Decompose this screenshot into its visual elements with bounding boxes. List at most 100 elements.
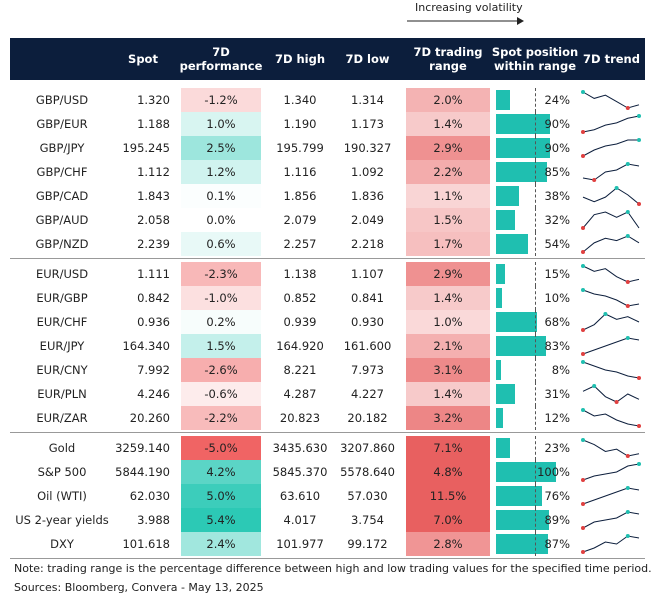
cell: -1.2% xyxy=(181,88,261,112)
trend-dot xyxy=(637,138,641,142)
trend-line xyxy=(582,511,640,529)
cell: 7.973 xyxy=(351,363,384,377)
trend-dot xyxy=(581,526,585,530)
cell: 7.0% xyxy=(406,508,490,532)
sparkline xyxy=(581,510,640,530)
column-header: 7D performance xyxy=(179,45,263,73)
sparkline xyxy=(582,162,640,182)
trend-line xyxy=(582,463,640,481)
row-label: EUR/JPY xyxy=(39,339,85,353)
cell: 15% xyxy=(544,267,570,281)
midpoint-line xyxy=(535,262,536,286)
cell: 63.610 xyxy=(279,489,321,503)
cell: -2.3% xyxy=(181,262,261,286)
cell: 2.8% xyxy=(406,532,490,556)
position-bar xyxy=(496,186,519,206)
row-label: EUR/ZAR xyxy=(36,411,88,425)
trend-dot xyxy=(581,550,585,554)
column-header: 7D low xyxy=(345,52,390,66)
cell: 1.5% xyxy=(406,208,490,232)
position-bar xyxy=(496,384,515,404)
cell: 0.852 xyxy=(283,291,317,305)
cell: 24% xyxy=(544,93,570,107)
position-bar xyxy=(496,462,556,482)
header-band xyxy=(10,38,645,80)
cell: 23% xyxy=(544,441,570,455)
trend-dot xyxy=(625,454,630,458)
row-label: EUR/USD xyxy=(35,267,89,281)
cell: 32% xyxy=(544,213,570,227)
row-label: EUR/GBP xyxy=(36,291,88,305)
cell: 2.4% xyxy=(181,532,261,556)
cell: 0.6% xyxy=(181,232,261,256)
trend-dot xyxy=(637,202,641,206)
cell: 76% xyxy=(544,489,570,503)
position-bar xyxy=(496,138,550,158)
sparkline xyxy=(581,264,640,284)
trend-dot xyxy=(581,328,585,332)
cell: 20.260 xyxy=(129,411,170,425)
trend-line xyxy=(582,289,640,307)
cell: 1.856 xyxy=(283,189,317,203)
trend-dot xyxy=(581,90,585,94)
midpoint-line xyxy=(535,382,536,406)
midpoint-line xyxy=(535,286,536,310)
cell: 1.116 xyxy=(283,165,317,179)
column-header: 7D trading range xyxy=(413,45,483,73)
position-bar xyxy=(496,162,547,182)
cell: 1.314 xyxy=(351,93,384,107)
trend-dot xyxy=(614,400,619,404)
cell: 5844.190 xyxy=(115,465,170,479)
midpoint-line xyxy=(535,112,536,136)
trend-line xyxy=(582,91,640,109)
position-bar xyxy=(496,360,501,380)
cell: 85% xyxy=(544,165,570,179)
cell: 3207.860 xyxy=(340,441,395,455)
position-bar xyxy=(496,438,510,458)
cell: 90% xyxy=(544,117,570,131)
cell: 1.5% xyxy=(181,334,261,358)
cell: 161.600 xyxy=(343,339,392,353)
row-label: EUR/CHF xyxy=(36,315,88,329)
cell: 4.2% xyxy=(181,460,261,484)
trend-dot xyxy=(581,130,585,134)
cell: -1.0% xyxy=(181,286,261,310)
trend-dot xyxy=(625,234,630,238)
trend-dot xyxy=(603,312,608,316)
sparkline xyxy=(581,336,640,356)
cell: 164.340 xyxy=(122,339,170,353)
cell: 2.049 xyxy=(351,213,384,227)
midpoint-line xyxy=(535,358,536,382)
trend-dot xyxy=(625,162,630,166)
trend-line xyxy=(582,439,640,457)
cell: 1.4% xyxy=(406,286,490,310)
trend-dot xyxy=(614,186,619,190)
midpoint-line xyxy=(535,232,536,256)
trend-line xyxy=(582,409,640,427)
cell: 4.017 xyxy=(283,513,317,527)
cell: 83% xyxy=(544,339,570,353)
midpoint-line xyxy=(535,310,536,334)
column-header: 7D high xyxy=(274,52,326,66)
cell: 1.320 xyxy=(137,93,170,107)
trend-dot xyxy=(581,154,585,158)
cell: 99.172 xyxy=(347,537,388,551)
cell: 7.992 xyxy=(137,363,170,377)
cell: -5.0% xyxy=(181,436,261,460)
cell: 3435.630 xyxy=(272,441,328,455)
sparkline xyxy=(581,210,640,230)
cell: 11.5% xyxy=(406,484,490,508)
cell: 4.246 xyxy=(137,387,170,401)
cell: 12% xyxy=(544,411,570,425)
position-bar xyxy=(496,336,546,356)
trend-line xyxy=(582,265,640,283)
trend-dot xyxy=(581,288,585,292)
trend-line xyxy=(582,139,639,157)
cell: 1.0% xyxy=(406,310,490,334)
cell: 20.182 xyxy=(347,411,388,425)
trend-dot xyxy=(625,510,630,514)
row-label: S&P 500 xyxy=(37,465,87,479)
trend-dot xyxy=(625,280,630,284)
sparkline xyxy=(582,384,640,404)
